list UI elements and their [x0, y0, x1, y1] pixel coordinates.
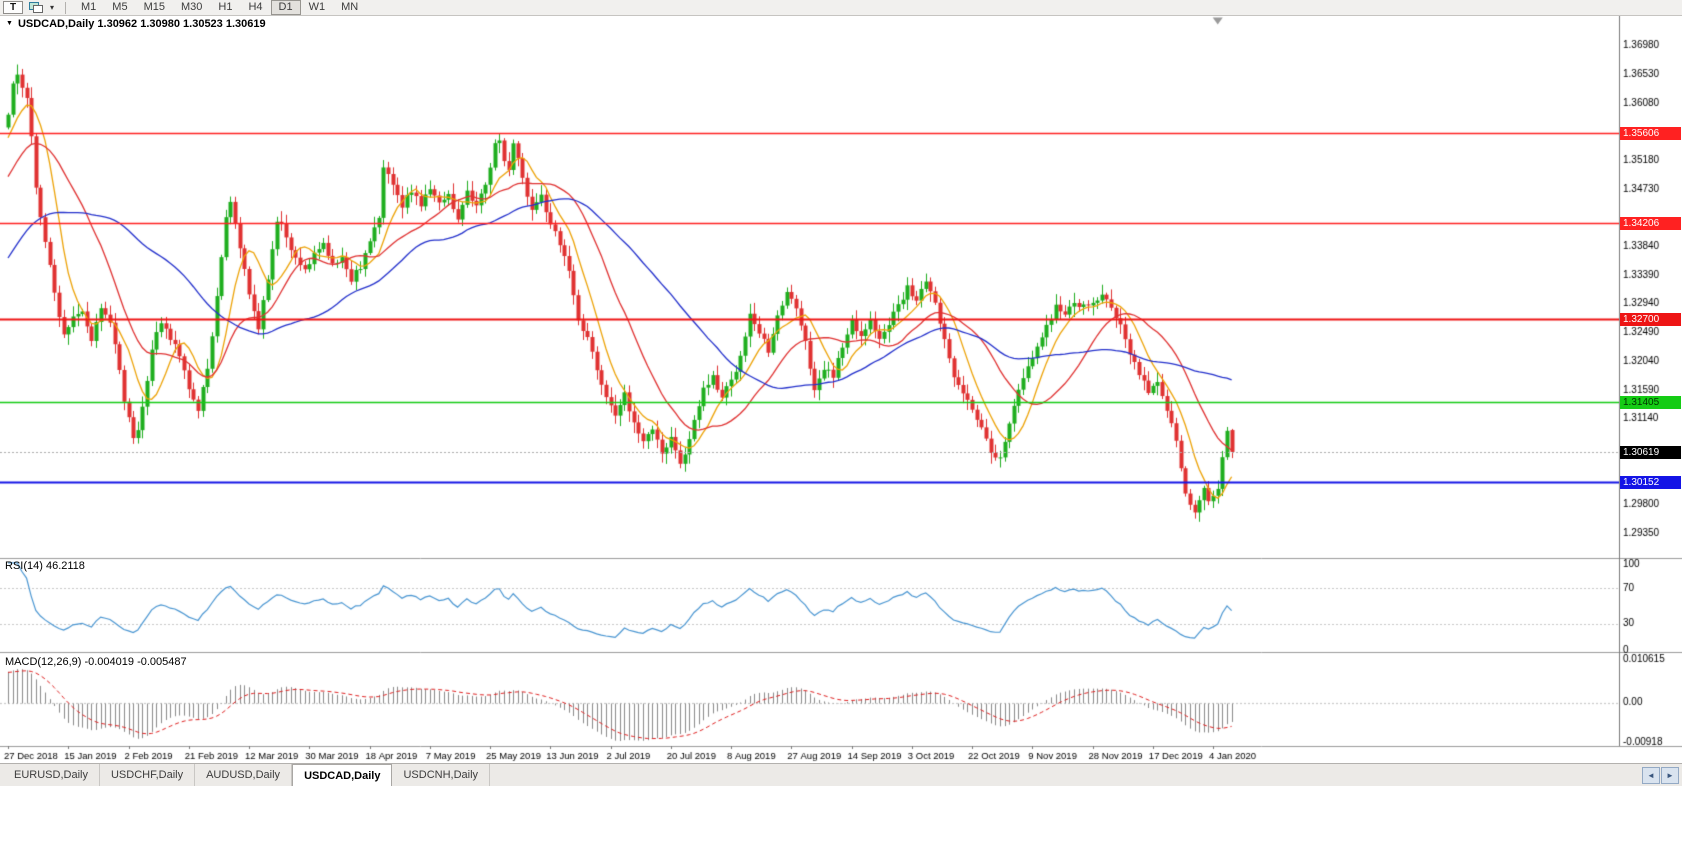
price-level-badge: 1.32700: [1620, 313, 1681, 326]
tab-scrollbar: ◄ ►: [1642, 764, 1682, 786]
price-level-badge: 1.35606: [1620, 127, 1681, 140]
timeframe-button-m5[interactable]: M5: [104, 0, 135, 15]
tab-eurusd[interactable]: EURUSD,Daily: [3, 764, 100, 786]
chart-tool-button[interactable]: T: [3, 1, 23, 14]
timeframe-buttons: M1 M5 M15 M30 H1 H4 D1 W1 MN: [73, 0, 366, 15]
tab-usdcnh[interactable]: USDCNH,Daily: [392, 764, 491, 786]
scroll-left-button[interactable]: ◄: [1642, 766, 1660, 784]
chart-toolbar: T ▾ M1 M5 M15 M30 H1 H4 D1 W1 MN: [0, 0, 1682, 16]
current-price-badge: 1.30619: [1620, 446, 1681, 459]
chevron-down-icon[interactable]: ▾: [46, 3, 58, 12]
scroll-right-button[interactable]: ►: [1661, 766, 1679, 784]
timeframe-button-m1[interactable]: M1: [73, 0, 104, 15]
chart-windows-icon[interactable]: [28, 1, 45, 14]
bottom-spacer: [0, 786, 1682, 842]
toolbar-separator: [65, 1, 66, 14]
price-level-badge: 1.30152: [1620, 476, 1681, 489]
chart-info-line: ▼ USDCAD,Daily 1.30962 1.30980 1.30523 1…: [6, 18, 266, 30]
tab-audusd[interactable]: AUDUSD,Daily: [195, 764, 293, 786]
timeframe-button-h1[interactable]: H1: [210, 0, 240, 15]
tab-usdchf[interactable]: USDCHF,Daily: [100, 764, 196, 786]
chart-tabs-bar: EURUSD,Daily USDCHF,Daily AUDUSD,Daily USDC…: [0, 763, 1682, 786]
tab-usdcad[interactable]: USDCAD,Daily: [292, 764, 393, 786]
timeframe-button-m15[interactable]: M15: [136, 0, 173, 15]
price-level-badge: 1.34206: [1620, 217, 1681, 230]
price-chart-canvas[interactable]: [0, 16, 1682, 763]
timeframe-button-w1[interactable]: W1: [301, 0, 334, 15]
timeframe-button-m30[interactable]: M30: [173, 0, 210, 15]
timeframe-button-d1[interactable]: D1: [270, 0, 301, 15]
window-rect-front: [33, 5, 43, 13]
chart-tabs: EURUSD,Daily USDCHF,Daily AUDUSD,Daily USDC…: [3, 764, 491, 786]
price-level-badge: 1.31405: [1620, 396, 1681, 409]
ohlc-quote-text: USDCAD,Daily 1.30962 1.30980 1.30523 1.3…: [17, 18, 266, 30]
collapse-indicator-icon[interactable]: ▼: [6, 19, 13, 27]
timeframe-button-mn[interactable]: MN: [333, 0, 366, 15]
macd-indicator-label: MACD(12,26,9) -0.004019 -0.005487: [5, 656, 187, 668]
chart-area: ▼ USDCAD,Daily 1.30962 1.30980 1.30523 1…: [0, 16, 1682, 763]
timeframe-button-h4[interactable]: H4: [240, 0, 270, 15]
rsi-indicator-label: RSI(14) 46.2118: [5, 560, 85, 572]
